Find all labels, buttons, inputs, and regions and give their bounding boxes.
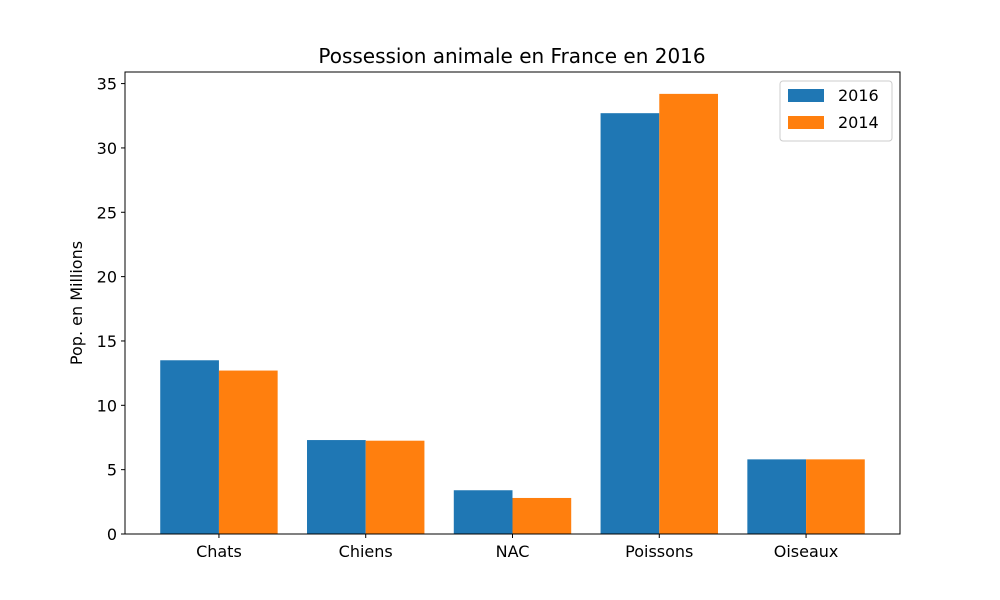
y-tick-label: 35 (97, 75, 117, 94)
legend: 2016 2014 (779, 80, 893, 142)
bar-2016-nac (453, 490, 513, 534)
y-tick-label: 20 (97, 268, 117, 287)
bar-2016-chiens (307, 440, 366, 534)
bar-2014-oiseaux (806, 459, 865, 534)
bar-2014-poissons (659, 93, 718, 534)
x-ticks-group: Chats Chiens NAC Poissons Oiseaux (196, 534, 838, 561)
y-tick-label: 25 (97, 203, 117, 222)
bar-2014-chiens (365, 440, 425, 534)
plot-frame (124, 71, 901, 535)
bars-group (160, 93, 865, 534)
y-ticks-group: 0 5 10 15 20 25 30 35 (97, 75, 125, 544)
x-tick-label-nac: NAC (496, 542, 530, 561)
bar-2016-chats (160, 360, 219, 534)
legend-label-2016: 2016 (838, 86, 879, 105)
y-tick-label: 5 (107, 461, 117, 480)
x-tick-label-poissons: Poissons (625, 542, 693, 561)
y-tick-label: 10 (97, 396, 117, 415)
bar-2014-chats (218, 370, 278, 534)
bar-2016-oiseaux (747, 459, 807, 534)
bar-2016-poissons (600, 113, 660, 534)
legend-swatch-2014 (788, 116, 824, 129)
x-tick-label-chiens: Chiens (339, 542, 393, 561)
x-tick-label-oiseaux: Oiseaux (774, 542, 839, 561)
y-axis-label: Pop. en Millions (67, 241, 86, 365)
y-tick-label: 15 (97, 332, 117, 351)
legend-label-2014: 2014 (838, 113, 879, 132)
bar-2014-nac (512, 497, 572, 534)
x-tick-label-chats: Chats (196, 542, 242, 561)
legend-swatch-2016 (788, 89, 824, 102)
chart-title: Possession animale en France en 2016 (318, 44, 705, 68)
y-tick-label: 30 (97, 139, 117, 158)
y-tick-label: 0 (107, 525, 117, 544)
